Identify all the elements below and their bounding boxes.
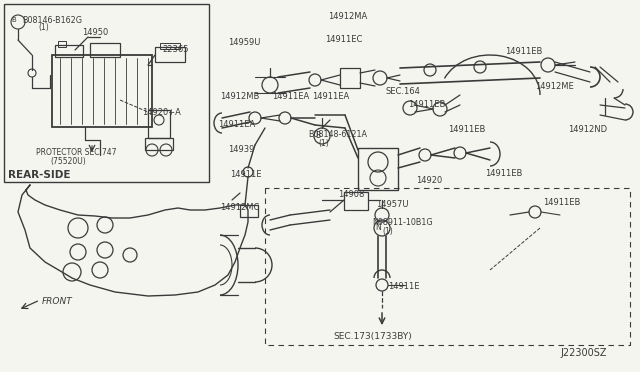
Text: B: B: [12, 17, 17, 23]
Text: 14912ND: 14912ND: [568, 125, 607, 134]
Text: 14959U: 14959U: [228, 38, 260, 47]
Text: 14911EB: 14911EB: [448, 125, 485, 134]
Text: (1): (1): [382, 227, 393, 236]
Text: 14911EA: 14911EA: [312, 92, 349, 101]
Bar: [160, 43, 180, 49]
Text: SEC.173(1733BY): SEC.173(1733BY): [333, 332, 412, 341]
Text: (1): (1): [38, 23, 49, 32]
Text: 14912MA: 14912MA: [328, 12, 367, 21]
Text: 14957U: 14957U: [376, 200, 408, 209]
Text: 14920+A: 14920+A: [142, 108, 181, 117]
Text: B08148-6121A: B08148-6121A: [308, 130, 367, 139]
Bar: [240, 205, 258, 217]
Bar: [58, 41, 66, 47]
Bar: [145, 138, 173, 150]
Text: 14911EA: 14911EA: [272, 92, 309, 101]
Text: N: N: [375, 224, 381, 232]
Text: 14912MB: 14912MB: [220, 92, 259, 101]
Bar: [90, 43, 120, 57]
Text: 14911EA: 14911EA: [218, 120, 255, 129]
Text: 14911EB: 14911EB: [485, 169, 522, 178]
Bar: [155, 47, 185, 62]
Text: 14911EB: 14911EB: [408, 100, 445, 109]
Text: 14912ME: 14912ME: [535, 82, 573, 91]
Text: 14911EB: 14911EB: [543, 198, 580, 207]
Text: 14912MC: 14912MC: [220, 203, 259, 212]
Text: 14911E: 14911E: [230, 170, 262, 179]
Bar: [358, 148, 398, 190]
Text: J22300SZ: J22300SZ: [560, 348, 607, 358]
Bar: [344, 192, 368, 210]
Bar: [55, 45, 83, 57]
Bar: [52, 55, 152, 127]
Bar: [340, 68, 360, 88]
Text: REAR-SIDE: REAR-SIDE: [8, 170, 70, 180]
Text: 22365: 22365: [162, 45, 189, 54]
Text: FRONT: FRONT: [42, 297, 73, 306]
Text: 14950: 14950: [82, 28, 108, 37]
Text: B: B: [316, 131, 321, 141]
Text: SEC.164: SEC.164: [385, 87, 420, 96]
Text: 14911E: 14911E: [388, 282, 419, 291]
Text: (75520U): (75520U): [50, 157, 86, 166]
Text: 14908: 14908: [338, 190, 364, 199]
Text: PROTECTOR SEC.747: PROTECTOR SEC.747: [36, 148, 116, 157]
Bar: [148, 110, 170, 138]
Text: 14911EB: 14911EB: [505, 47, 542, 56]
Text: 14939: 14939: [228, 145, 254, 154]
Text: N08911-10B1G: N08911-10B1G: [372, 218, 433, 227]
Text: B08146-B162G: B08146-B162G: [22, 16, 82, 25]
Text: (1): (1): [318, 139, 329, 148]
Text: 14911EC: 14911EC: [325, 35, 362, 44]
Text: 14920: 14920: [416, 176, 442, 185]
Bar: [4, 4, 209, 182]
